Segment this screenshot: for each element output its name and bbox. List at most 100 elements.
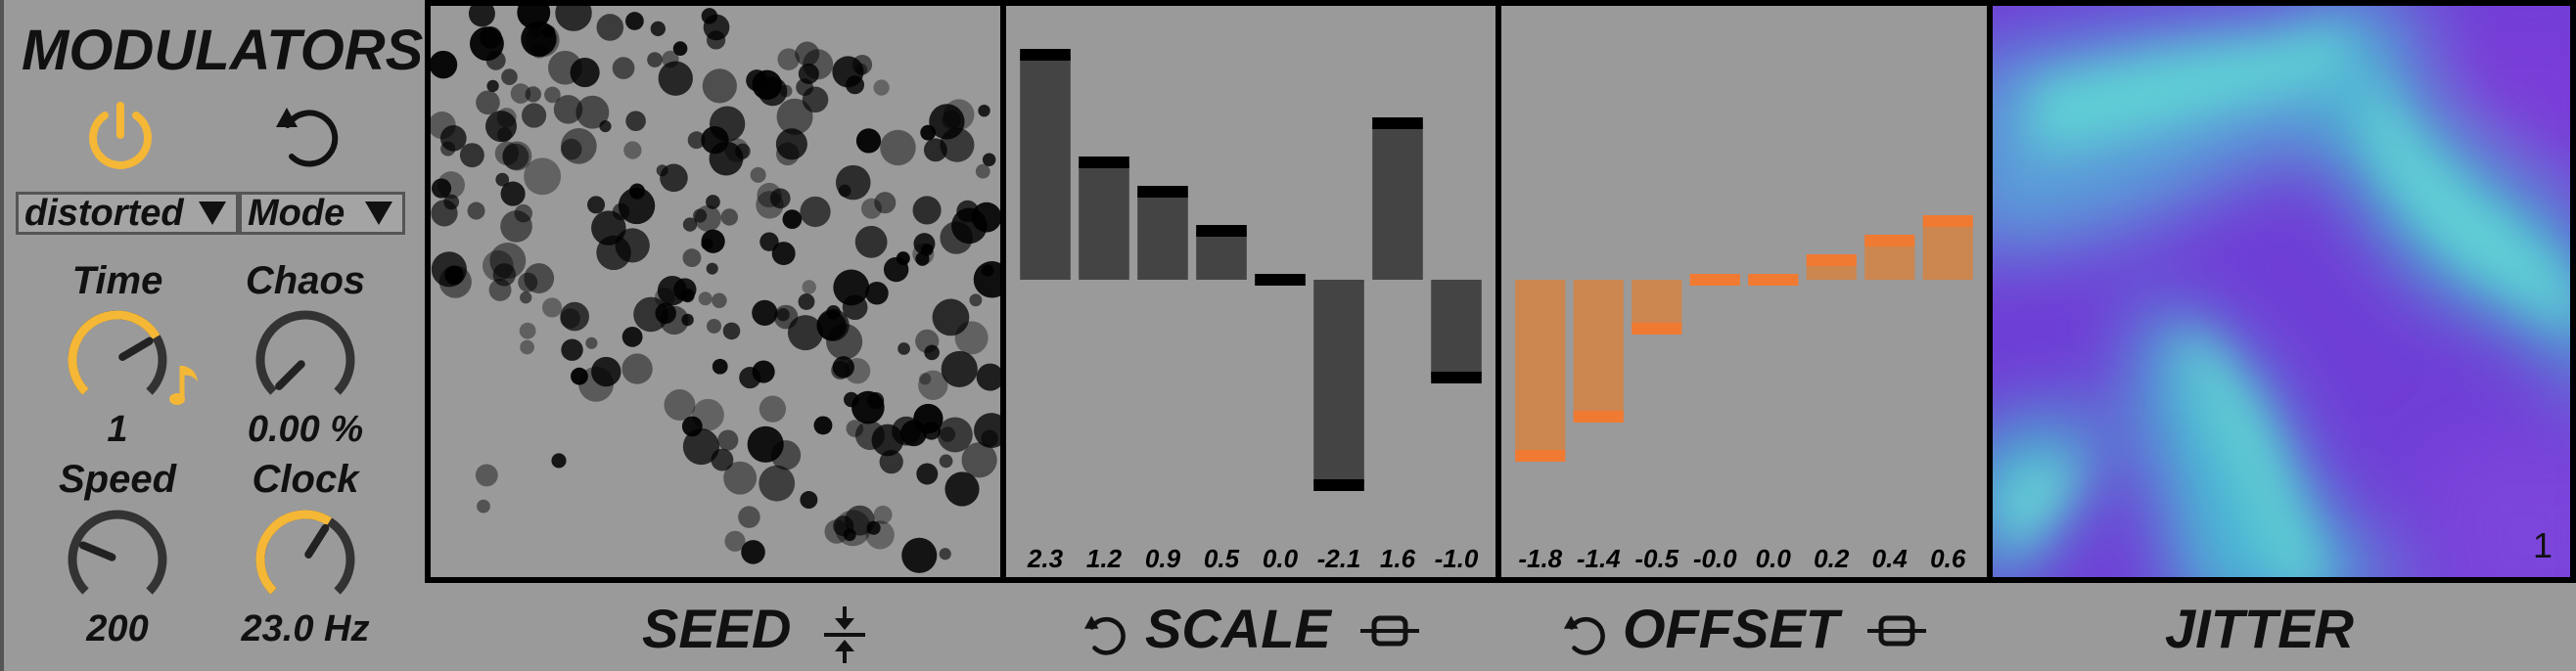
note-sync-icon[interactable]	[168, 360, 207, 409]
seed-dot	[846, 420, 864, 437]
seed-dot	[874, 192, 897, 214]
seed-dot	[431, 50, 458, 79]
seed-dot	[702, 68, 737, 104]
offset-bars: -1.8 -1.4 -0.5 -0.0 0.0 0.2 0.4 0.6	[1515, 215, 1973, 573]
seed-dot	[495, 172, 510, 187]
seed-dot	[912, 196, 942, 225]
seed-dot	[698, 291, 713, 306]
seed-dot	[912, 243, 935, 265]
seed-dot	[981, 264, 994, 277]
knob-pointer	[304, 523, 330, 559]
seed-dot	[621, 326, 643, 347]
seed-dot	[709, 106, 746, 142]
seed-dot	[431, 178, 452, 199]
seed-dot	[880, 129, 916, 166]
seed-dot	[709, 141, 744, 176]
clock-value: 23.0 Hz	[241, 608, 370, 649]
seed-dot	[459, 143, 484, 168]
power-icon[interactable]	[83, 98, 158, 172]
bar-label: 1.6	[1380, 544, 1416, 573]
seed-dot	[954, 321, 989, 355]
seed-dot	[855, 128, 882, 154]
seed-dot	[851, 390, 885, 425]
seed-dot	[687, 131, 706, 150]
seed-dot	[724, 530, 746, 552]
seed-dot	[901, 537, 938, 573]
seed-dot	[833, 269, 870, 306]
scale-link-icon[interactable]	[1360, 614, 1419, 648]
seed-dot	[575, 95, 610, 129]
shape-dropdown[interactable]: distorted	[16, 192, 239, 235]
chaos-knob[interactable]	[247, 305, 364, 413]
seed-dot	[682, 428, 720, 466]
bar-cap	[1372, 117, 1423, 129]
bar-cap	[1515, 450, 1566, 462]
seed-dot	[883, 256, 909, 283]
seed-dot	[618, 187, 656, 225]
seed-dot	[759, 232, 779, 251]
scale-panel[interactable]: 2.3 1.2 0.9 0.5 0.0 -2.1 1.6 -1.0	[1000, 0, 1501, 583]
seed-dot	[469, 26, 504, 62]
seed-dot	[918, 370, 948, 400]
seed-dot	[519, 322, 536, 339]
bar-cap	[1196, 225, 1247, 237]
knob-fill	[255, 510, 333, 595]
mode-dropdown[interactable]: Mode	[239, 192, 405, 235]
seed-dot	[777, 48, 800, 70]
bar	[1515, 280, 1566, 456]
seed-dot	[570, 58, 600, 88]
bar-cap	[1573, 411, 1624, 423]
offset-link-icon[interactable]	[1867, 614, 1926, 648]
bar-label: -2.1	[1317, 544, 1361, 573]
clock-knob[interactable]	[247, 505, 364, 612]
speed-knob[interactable]	[59, 505, 176, 612]
seed-dot	[443, 194, 460, 210]
offset-reset-icon[interactable]	[1560, 606, 1609, 661]
bar-cap	[1922, 215, 1973, 227]
bar	[1020, 55, 1071, 280]
time-value: 1	[107, 409, 128, 450]
bar	[1196, 231, 1247, 280]
seed-dot	[664, 389, 696, 421]
seed-panel[interactable]	[425, 0, 1006, 583]
clock-label: Clock	[252, 458, 359, 501]
shape-dropdown-value: distorted	[24, 193, 184, 234]
seed-dot	[650, 21, 666, 37]
seed-dot	[660, 163, 688, 193]
seed-dot	[468, 6, 495, 27]
bar-cap	[1255, 274, 1306, 286]
reset-icon[interactable]	[270, 98, 345, 172]
chaos-label: Chaos	[245, 259, 366, 302]
seed-dot	[706, 195, 720, 209]
scale-label: SCALE	[1145, 598, 1331, 659]
seed-dot	[873, 79, 890, 96]
seed-dot	[922, 421, 942, 440]
seed-dot	[530, 42, 547, 59]
seed-dot	[439, 124, 467, 152]
seed-dot	[758, 76, 788, 107]
offset-panel[interactable]: -1.8 -1.4 -0.5 -0.0 0.0 0.2 0.4 0.6	[1495, 0, 1993, 583]
scale-reset-icon[interactable]	[1081, 606, 1129, 661]
seed-dot	[500, 210, 532, 243]
seed-dot	[438, 265, 472, 298]
bar-cap	[1431, 372, 1482, 383]
seed-dot	[747, 425, 784, 463]
scale-bars: 2.3 1.2 0.9 0.5 0.0 -2.1 1.6 -1.0	[1020, 49, 1482, 573]
seed-dot	[672, 41, 688, 56]
seed-dot	[561, 338, 583, 361]
seed-dot	[662, 50, 679, 68]
bar	[1573, 280, 1624, 417]
seed-dot	[771, 242, 796, 266]
bar-label: 0.2	[1814, 544, 1850, 573]
seed-dot	[775, 128, 807, 160]
seed-dot	[750, 166, 766, 183]
collapse-icon[interactable]	[820, 604, 869, 665]
jitter-panel[interactable]: 1	[1987, 0, 2576, 583]
seed-dot	[832, 356, 854, 379]
seed-dot	[975, 163, 990, 179]
seed-dot	[923, 138, 947, 162]
time-knob[interactable]	[59, 305, 176, 413]
bar	[1137, 192, 1188, 280]
bar	[1632, 280, 1682, 329]
seed-dot	[591, 356, 621, 387]
